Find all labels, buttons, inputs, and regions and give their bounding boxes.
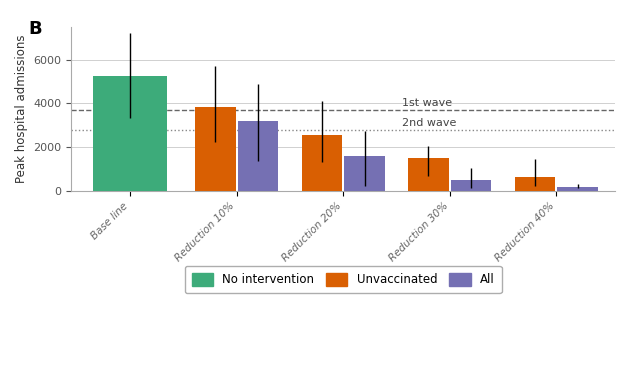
Bar [515, 177, 555, 191]
Text: B: B [28, 20, 42, 38]
Bar [558, 187, 598, 191]
Text: 2nd wave: 2nd wave [402, 118, 456, 128]
Bar [195, 107, 236, 191]
Y-axis label: Peak hospital admissions: Peak hospital admissions [15, 35, 28, 183]
Bar [408, 158, 449, 191]
Text: 1st wave: 1st wave [402, 98, 452, 108]
Bar [344, 156, 385, 191]
Legend: No intervention, Unvaccinated, All: No intervention, Unvaccinated, All [185, 266, 502, 293]
Bar [302, 135, 342, 191]
Bar [451, 180, 491, 191]
Bar [93, 76, 168, 191]
Bar [238, 121, 278, 191]
